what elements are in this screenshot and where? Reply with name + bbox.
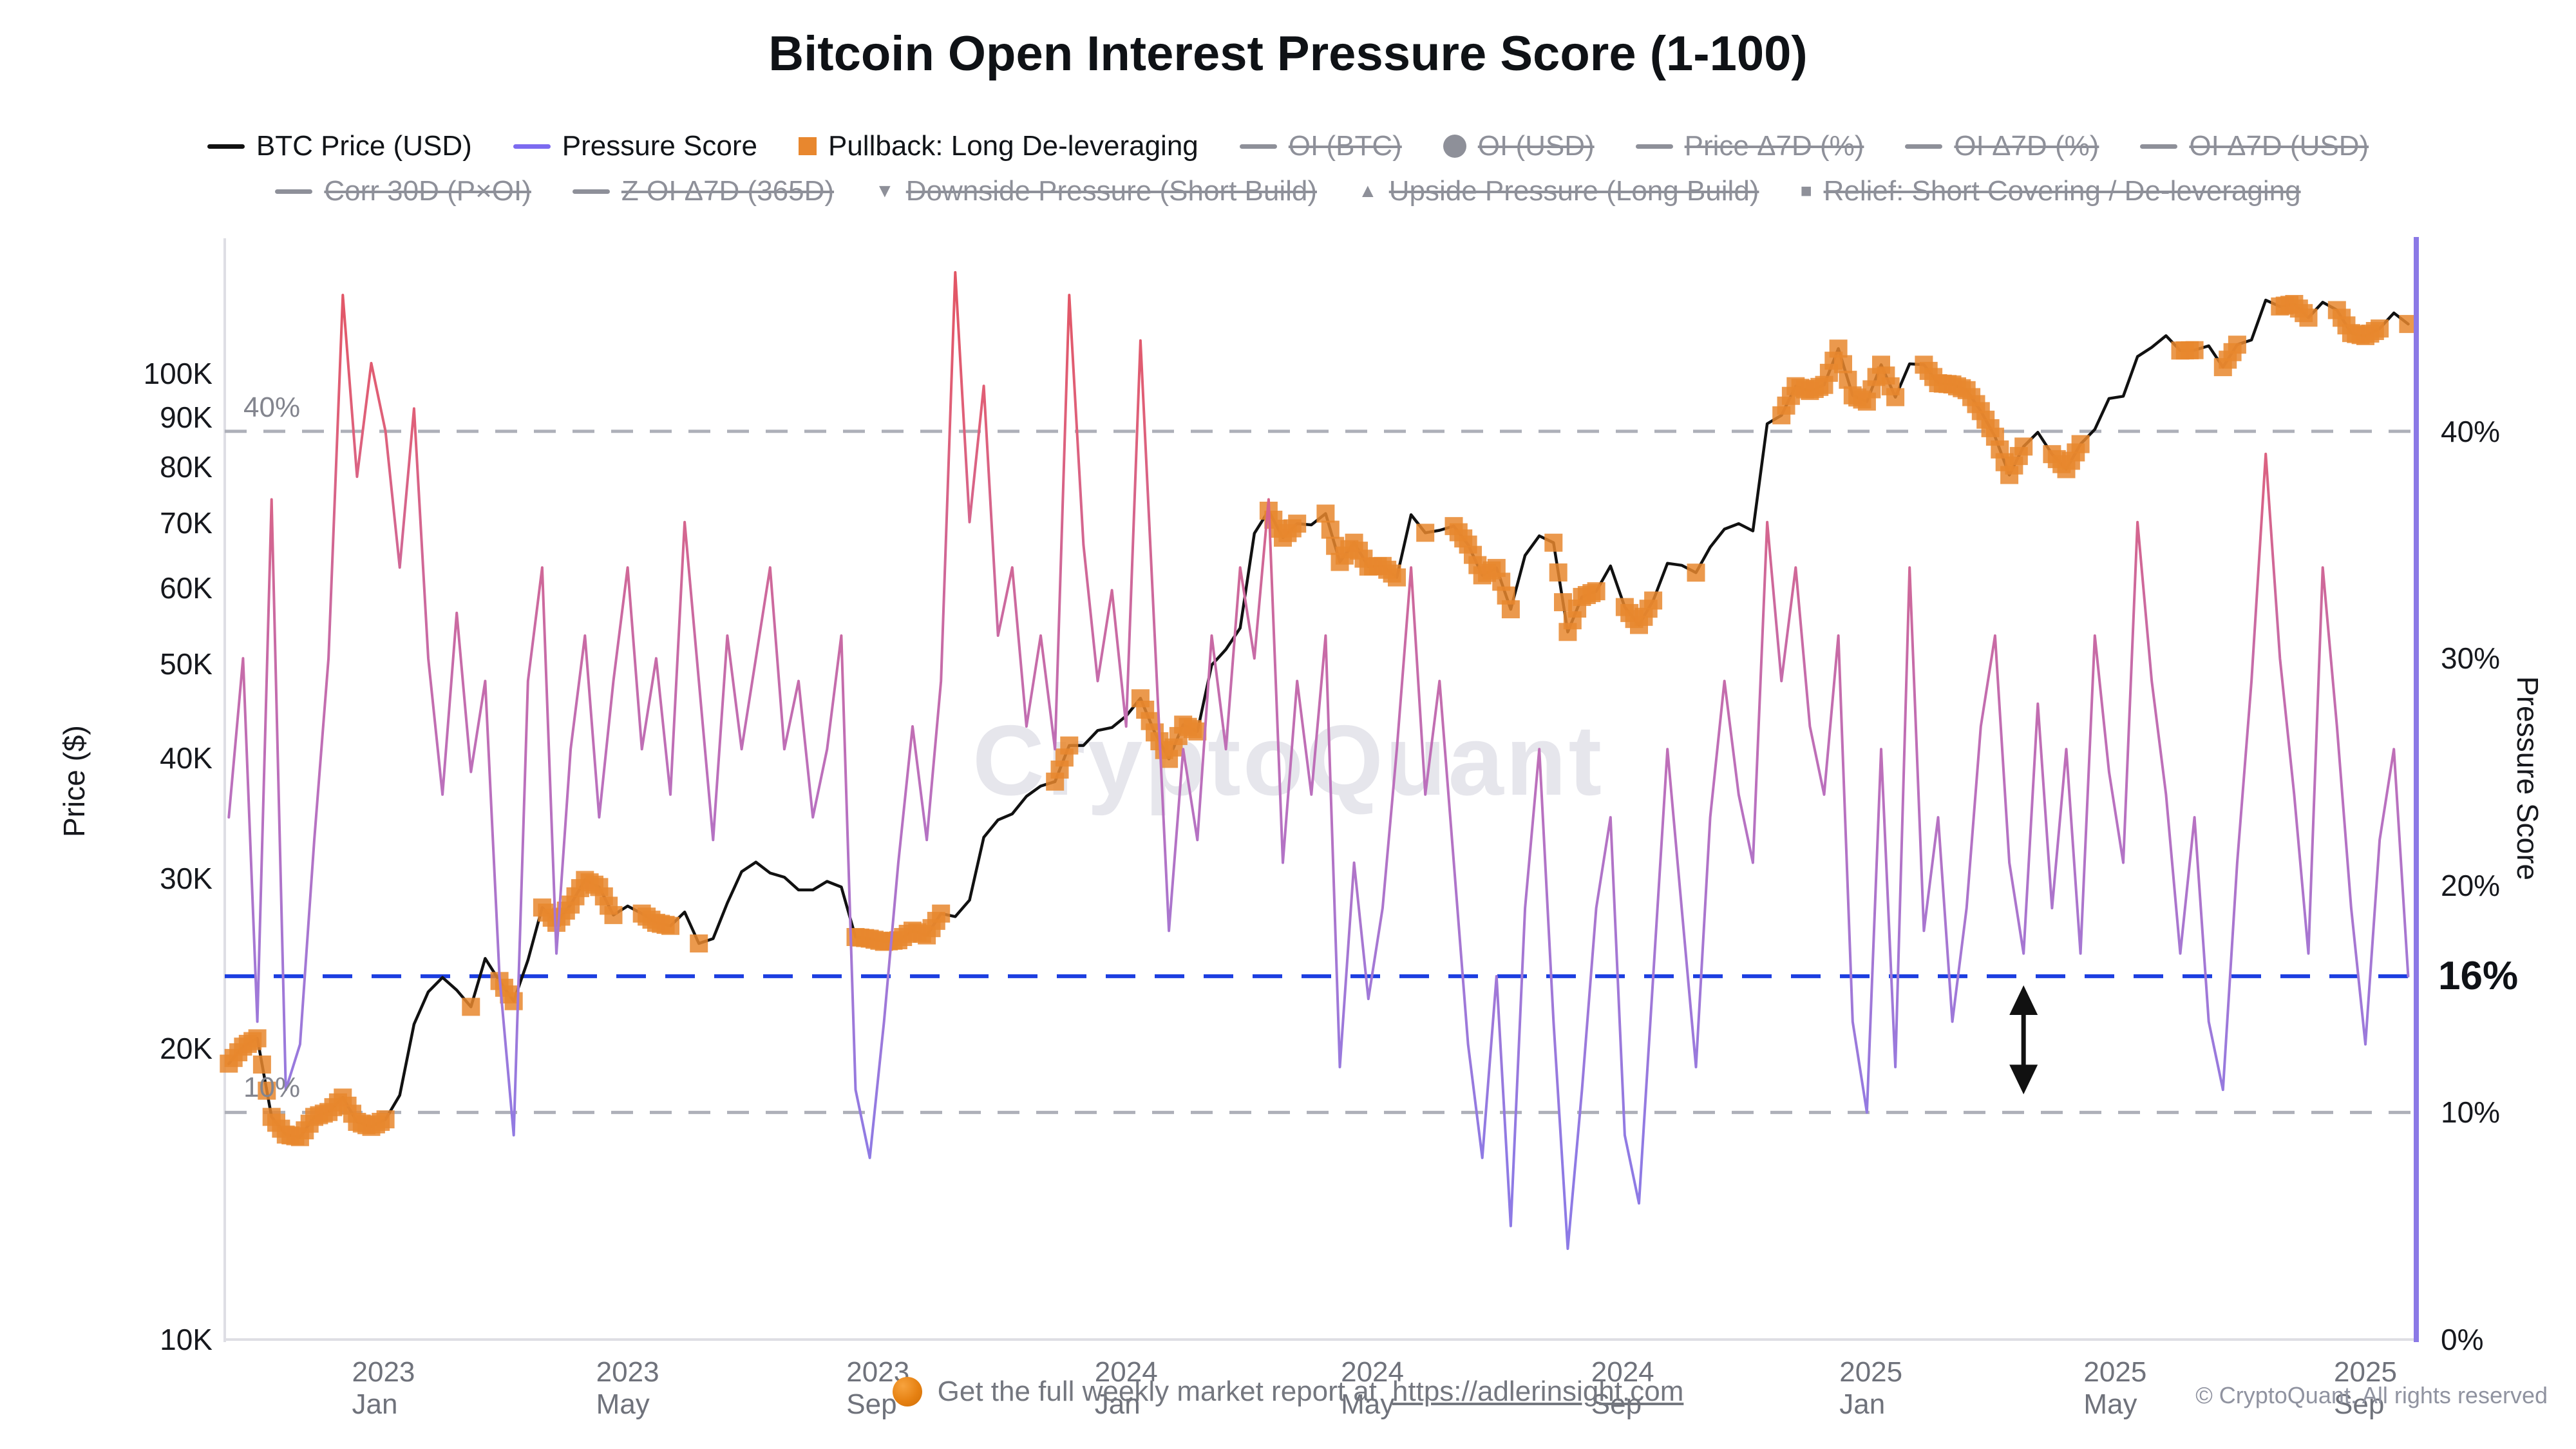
- legend-item-label: OI Δ7D (%): [1954, 130, 2099, 162]
- legend-item-r2-0[interactable]: Corr 30D (P×OI): [275, 175, 531, 207]
- upper-band-label: 40%: [243, 392, 301, 423]
- legend-row-2: Corr 30D (P×OI) Z OI Δ7D (365D) ▼ Downside …: [0, 171, 2576, 211]
- legend-item-r1-1[interactable]: Pressure Score: [513, 130, 757, 162]
- legend-item-label: Price Δ7D (%): [1684, 130, 1864, 162]
- date-tick-label: 2025 Jan: [1839, 1356, 1903, 1420]
- price-tick-label: 100K: [143, 356, 213, 390]
- copyright: © CryptoQuant. All rights reserved: [2195, 1382, 2548, 1408]
- legend-swatch-icon: [798, 137, 817, 155]
- price-tick-label: 70K: [160, 506, 213, 540]
- date-tick-label: 2023 Jan: [352, 1356, 415, 1420]
- date-tick-label: 2025 Sep: [2334, 1356, 2397, 1420]
- legend-swatch-icon: [275, 189, 313, 194]
- legend-item-r1-2[interactable]: Pullback: Long De-leveraging: [798, 130, 1198, 162]
- legend-item-label: OI Δ7D (USD): [2189, 130, 2369, 162]
- legend-row-1: BTC Price (USD) Pressure Score Pullback: L…: [0, 126, 2576, 166]
- date-tick-label: 2024 Jan: [1094, 1356, 1158, 1420]
- legend-item-label: OI (BTC): [1288, 130, 1402, 162]
- footer-link[interactable]: https://adlerinsight.com: [1392, 1376, 1684, 1407]
- date-tick-label: 2024 May: [1341, 1356, 1405, 1420]
- price-tick-label: 80K: [160, 450, 213, 484]
- price-tick-label: 50K: [160, 647, 213, 681]
- legend-swatch-icon: [1239, 144, 1277, 149]
- legend-item-label: Z OI Δ7D (365D): [621, 175, 835, 207]
- pressure-tick-label: 40%: [2441, 414, 2501, 448]
- legend-item-label: Corr 30D (P×OI): [324, 175, 531, 207]
- lower-band-label: 10%: [243, 1072, 301, 1103]
- price-tick-label: 60K: [160, 571, 213, 605]
- legend-swatch-icon: ■: [1800, 180, 1812, 202]
- legend-item-r1-7[interactable]: OI Δ7D (USD): [2140, 130, 2369, 162]
- legend-swatch-icon: [2140, 144, 2178, 149]
- legend-item-label: OI (USD): [1477, 130, 1595, 162]
- pressure-axis-title: Pressure Score: [2511, 676, 2544, 881]
- pressure-tick-label: 10%: [2441, 1095, 2501, 1130]
- legend-item-label: Pullback: Long De-leveraging: [828, 130, 1198, 162]
- date-tick-label: 2025 May: [2083, 1356, 2147, 1420]
- pressure-tick-label: 0%: [2441, 1323, 2484, 1356]
- legend-item-label: Downside Pressure (Short Build): [905, 175, 1318, 207]
- legend-swatch-icon: [572, 189, 610, 194]
- legend-item-label: BTC Price (USD): [256, 130, 472, 162]
- legend-item-r2-1[interactable]: Z OI Δ7D (365D): [572, 175, 835, 207]
- page-title: Bitcoin Open Interest Pressure Score (1-…: [768, 26, 1808, 81]
- legend-swatch-icon: ▼: [875, 180, 895, 202]
- price-tick-label: 10K: [160, 1323, 213, 1356]
- legend-item-r1-0[interactable]: BTC Price (USD): [207, 130, 472, 162]
- legend-item-r1-5[interactable]: Price Δ7D (%): [1635, 130, 1864, 162]
- legend-swatch-icon: [513, 144, 551, 149]
- legend-item-label: Pressure Score: [562, 130, 757, 162]
- orange-dot-icon: [892, 1377, 922, 1406]
- legend-item-r1-4[interactable]: OI (USD): [1443, 130, 1595, 162]
- date-tick-label: 2023 May: [596, 1356, 659, 1420]
- legend-item-r1-6[interactable]: OI Δ7D (%): [1905, 130, 2099, 162]
- legend-swatch-icon: [1635, 144, 1673, 149]
- price-tick-label: 90K: [160, 401, 213, 435]
- legend-swatch-icon: [207, 144, 245, 149]
- legend-item-r2-2[interactable]: ▼ Downside Pressure (Short Build): [875, 175, 1317, 207]
- price-tick-label: 30K: [160, 862, 213, 896]
- legend-item-label: Relief: Short Covering / De-leveraging: [1823, 175, 2301, 207]
- legend-item-r2-4[interactable]: ■ Relief: Short Covering / De-leveraging: [1800, 175, 2300, 207]
- pressure-tick-label: 30%: [2441, 641, 2501, 676]
- date-tick-label: 2024 Sep: [1591, 1356, 1654, 1420]
- legend-swatch-icon: [1443, 135, 1466, 158]
- current-pressure-label: 16%: [2438, 954, 2519, 998]
- legend-item-r1-3[interactable]: OI (BTC): [1239, 130, 1402, 162]
- price-tick-label: 40K: [160, 741, 213, 775]
- legend-item-label: Upside Pressure (Long Build): [1388, 175, 1759, 207]
- footer: Get the full weekly market report at htt…: [0, 1376, 2576, 1408]
- pressure-tick-label: 20%: [2441, 868, 2501, 902]
- footer-text: Get the full weekly market report at: [937, 1376, 1377, 1407]
- legend-swatch-icon: ▲: [1358, 180, 1378, 202]
- price-tick-label: 20K: [160, 1032, 213, 1066]
- legend-swatch-icon: [1905, 144, 1943, 149]
- legend-item-r2-3[interactable]: ▲ Upside Pressure (Long Build): [1358, 175, 1759, 207]
